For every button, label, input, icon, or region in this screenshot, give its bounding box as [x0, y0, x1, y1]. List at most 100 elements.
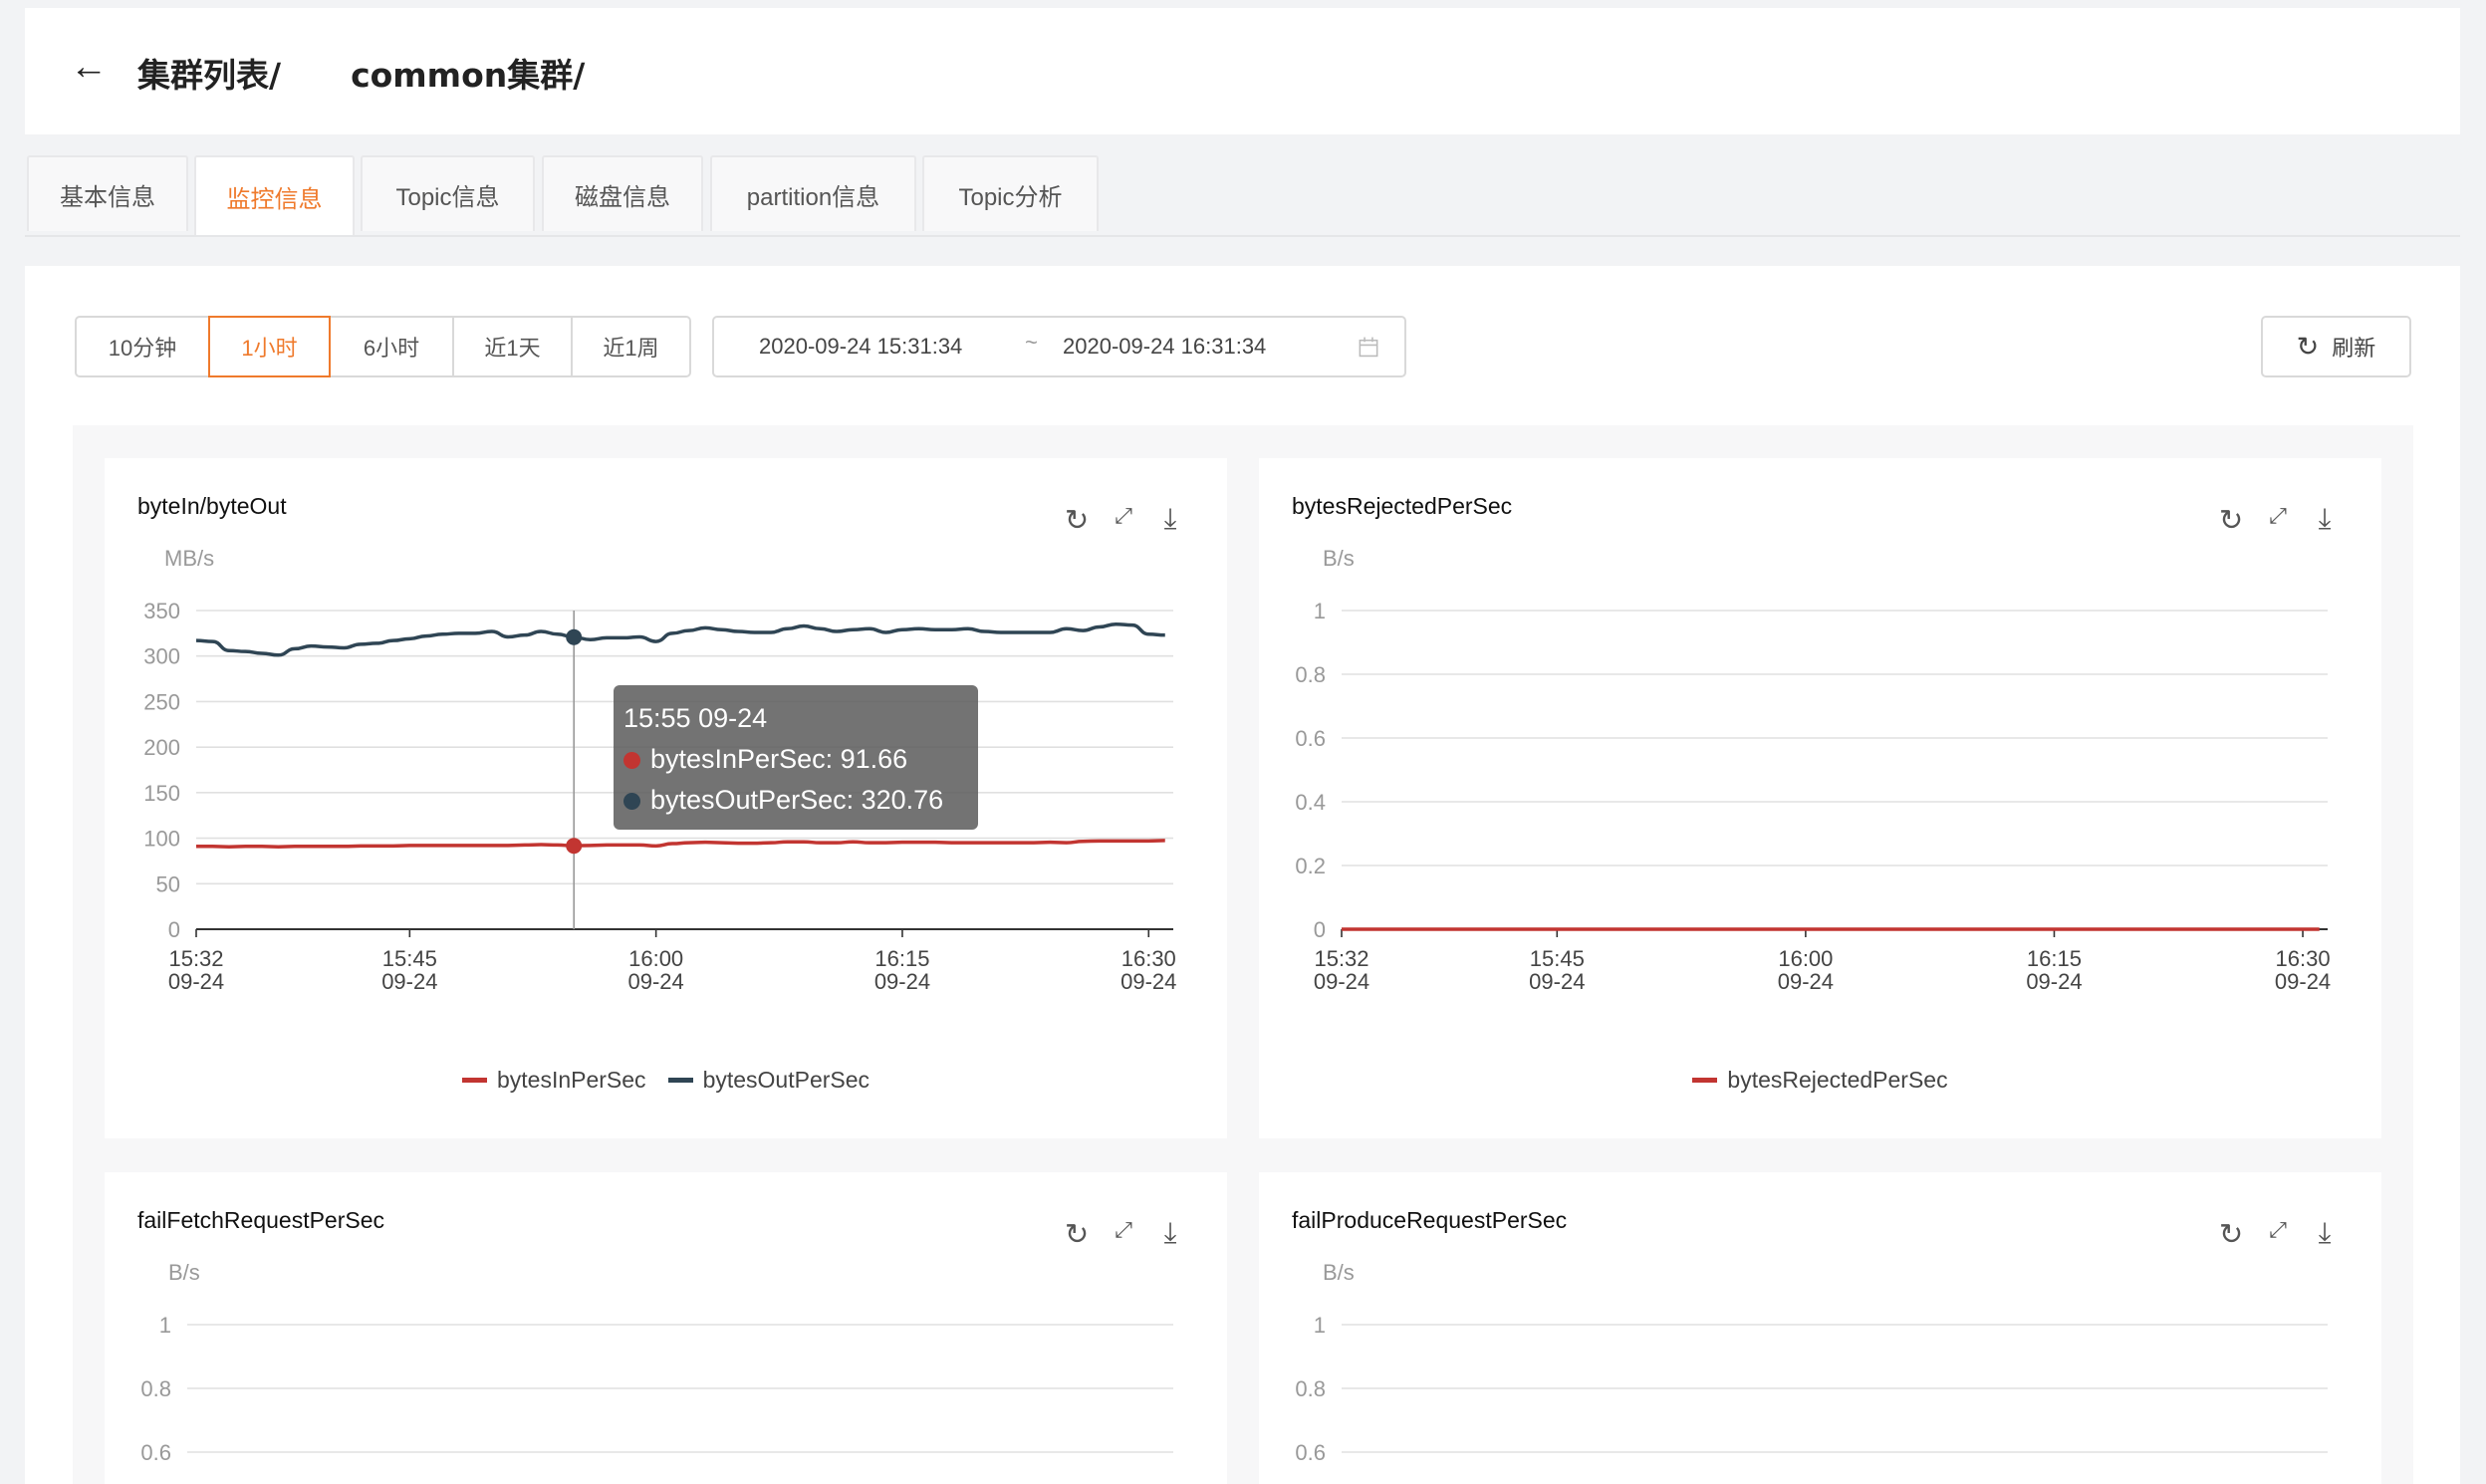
y-tick-label: 250 — [143, 689, 180, 714]
x-tick-label: 15:32 — [168, 946, 223, 971]
chart-grid: byteIn/byteOut MB/s ↻ ⤢ ⤓ 0 50 100 150 200 250 3… — [73, 425, 2413, 1484]
end-date-input[interactable]: 2020-09-24 16:31:34 — [1063, 334, 1267, 359]
x-tick-label: 16:30 — [1121, 946, 1176, 971]
y-tick-label: 100 — [143, 827, 180, 852]
page-header — [25, 8, 2460, 134]
tab-topic-info[interactable]: Topic信息 — [361, 155, 535, 231]
x-tick-date: 09-24 — [874, 969, 930, 994]
tab-disk-info[interactable]: 磁盘信息 — [542, 155, 703, 231]
refresh-icon[interactable]: ↻ — [1064, 505, 1090, 537]
x-tick-label: 16:30 — [2276, 946, 2331, 971]
refresh-icon[interactable]: ↻ — [1064, 1219, 1090, 1251]
y-tick-label: 0.6 — [1295, 1440, 1326, 1465]
y-tick-label: 200 — [143, 735, 180, 760]
tab-partition-info[interactable]: partition信息 — [710, 155, 916, 231]
series-line-bytesInPerSec — [196, 839, 1165, 850]
x-tick-date: 09-24 — [168, 969, 224, 994]
chart-card-bytes-rejected: bytesRejectedPerSec B/s ↻ ⤢ ⤓ 0 0.2 0.4 0.6 0.… — [1259, 458, 2381, 1138]
legend-label: bytesInPerSec — [496, 1067, 646, 1093]
x-tick-label: 15:32 — [1314, 946, 1368, 971]
y-tick-label: 0 — [1314, 917, 1326, 942]
x-tick-date: 09-24 — [381, 969, 437, 994]
x-tick-label: 16:00 — [628, 946, 683, 971]
y-tick-label: 0.6 — [1295, 726, 1326, 751]
y-axis-unit: B/s — [1323, 546, 1355, 571]
x-tick-label: 16:15 — [874, 946, 929, 971]
refresh-button[interactable]: ↻ 刷新 — [2261, 316, 2411, 377]
fullscreen-icon[interactable]: ⤢ — [2269, 1217, 2287, 1242]
x-tick-date: 09-24 — [1529, 969, 1585, 994]
series-dot-icon — [623, 793, 640, 810]
x-tick-label: 16:15 — [2027, 946, 2082, 971]
series-line-bytesOutPerSec — [195, 621, 1165, 657]
y-axis-unit: B/s — [1323, 1260, 1355, 1285]
y-tick-label: 1 — [1314, 1313, 1326, 1338]
breadcrumb-cluster-list[interactable]: 集群列表/ — [137, 56, 282, 95]
breadcrumb: 集群列表/common集群/ — [137, 49, 585, 97]
breadcrumb-cluster[interactable]: common集群/ — [351, 56, 586, 95]
chart-card-bytein-byteout: byteIn/byteOut MB/s ↻ ⤢ ⤓ 0 50 100 150 200 250 3… — [105, 458, 1227, 1138]
tooltip-item: bytesInPerSec: 91.66 — [650, 744, 908, 774]
fullscreen-icon[interactable]: ⤢ — [1115, 1217, 1132, 1242]
range-1day-button[interactable]: 近1天 — [452, 316, 573, 377]
chart-card-fail-fetch: failFetchRequestPerSec B/s ↻ ⤢ ⤓ 0.6 0.8 1 — [105, 1172, 1227, 1484]
chart-title: bytesRejectedPerSec — [1292, 493, 1513, 519]
range-separator: ~ — [1025, 330, 1038, 355]
x-tick-label: 16:00 — [1778, 946, 1833, 971]
download-icon[interactable]: ⤓ — [2318, 503, 2332, 535]
x-tick-label: 15:45 — [1530, 946, 1585, 971]
chart-plot[interactable]: 05010015020025030035015:3209-2415:4509-2… — [105, 458, 1227, 1138]
calendar-icon[interactable] — [1358, 336, 1379, 358]
date-range-picker[interactable]: 2020-09-24 15:31:34 ~ 2020-09-24 16:31:3… — [712, 316, 1406, 377]
y-tick-label: 300 — [143, 644, 180, 669]
fullscreen-icon[interactable]: ⤢ — [1115, 503, 1132, 528]
y-tick-label: 0.8 — [140, 1376, 171, 1401]
y-tick-label: 0.2 — [1295, 854, 1326, 878]
chart-plot[interactable]: 0.6 0.8 1 — [105, 1172, 1227, 1484]
tab-basic-info[interactable]: 基本信息 — [27, 155, 188, 231]
x-tick-date: 09-24 — [2275, 969, 2331, 994]
y-tick-label: 50 — [156, 871, 180, 896]
legend-label: bytesOutPerSec — [702, 1067, 870, 1093]
legend-item[interactable]: bytesRejectedPerSec — [1692, 1067, 1948, 1094]
chart-plot[interactable]: 0.6 0.8 1 — [1259, 1172, 2381, 1484]
legend-item[interactable]: bytesInPerSec — [461, 1067, 646, 1094]
tab-monitoring[interactable]: 监控信息 — [194, 155, 355, 235]
tooltip-item: bytesOutPerSec: 320.76 — [650, 785, 944, 815]
y-tick-label: 1 — [1314, 599, 1326, 623]
y-tick-label: 0.8 — [1295, 1376, 1326, 1401]
x-tick-date: 09-24 — [1778, 969, 1834, 994]
download-icon[interactable]: ⤓ — [2318, 1217, 2332, 1249]
y-axis-unit: B/s — [168, 1260, 200, 1285]
x-tick-date: 09-24 — [2026, 969, 2082, 994]
tab-bar: 基本信息 监控信息 Topic信息 磁盘信息 partition信息 Topic… — [25, 155, 2460, 237]
legend-label: bytesRejectedPerSec — [1727, 1067, 1948, 1093]
series-dot-icon — [623, 752, 640, 769]
download-icon[interactable]: ⤓ — [1163, 503, 1177, 535]
legend-item[interactable]: bytesOutPerSec — [667, 1067, 870, 1094]
chart-legend: bytesInPerSec bytesOutPerSec — [105, 1067, 1227, 1094]
data-point-bytesOutPerSec — [566, 628, 583, 645]
arrow-left-icon[interactable]: ← — [70, 46, 108, 88]
range-1hour-button[interactable]: 1小时 — [208, 316, 331, 377]
range-10min-button[interactable]: 10分钟 — [75, 316, 210, 377]
refresh-icon[interactable]: ↻ — [2218, 1219, 2244, 1251]
y-tick-label: 0 — [168, 917, 180, 942]
range-6hour-button[interactable]: 6小时 — [329, 316, 454, 377]
data-point-bytesInPerSec — [566, 838, 583, 855]
tab-topic-analysis[interactable]: Topic分析 — [922, 155, 1099, 231]
chart-plot[interactable]: 00.20.40.60.8115:3209-2415:4509-2416:000… — [1259, 458, 2381, 1138]
x-tick-date: 09-24 — [1120, 969, 1176, 994]
y-tick-label: 0.8 — [1295, 662, 1326, 687]
chart-legend: bytesRejectedPerSec — [1259, 1067, 2381, 1094]
start-date-input[interactable]: 2020-09-24 15:31:34 — [759, 334, 963, 359]
fullscreen-icon[interactable]: ⤢ — [2269, 503, 2287, 528]
range-1week-button[interactable]: 近1周 — [571, 316, 691, 377]
refresh-icon[interactable]: ↻ — [2218, 505, 2244, 537]
y-tick-label: 1 — [159, 1313, 171, 1338]
download-icon[interactable]: ⤓ — [1163, 1217, 1177, 1249]
refresh-label: 刷新 — [2332, 336, 2376, 361]
y-tick-label: 0.6 — [140, 1440, 171, 1465]
chart-title: failProduceRequestPerSec — [1292, 1207, 1568, 1233]
x-tick-date: 09-24 — [1314, 969, 1369, 994]
